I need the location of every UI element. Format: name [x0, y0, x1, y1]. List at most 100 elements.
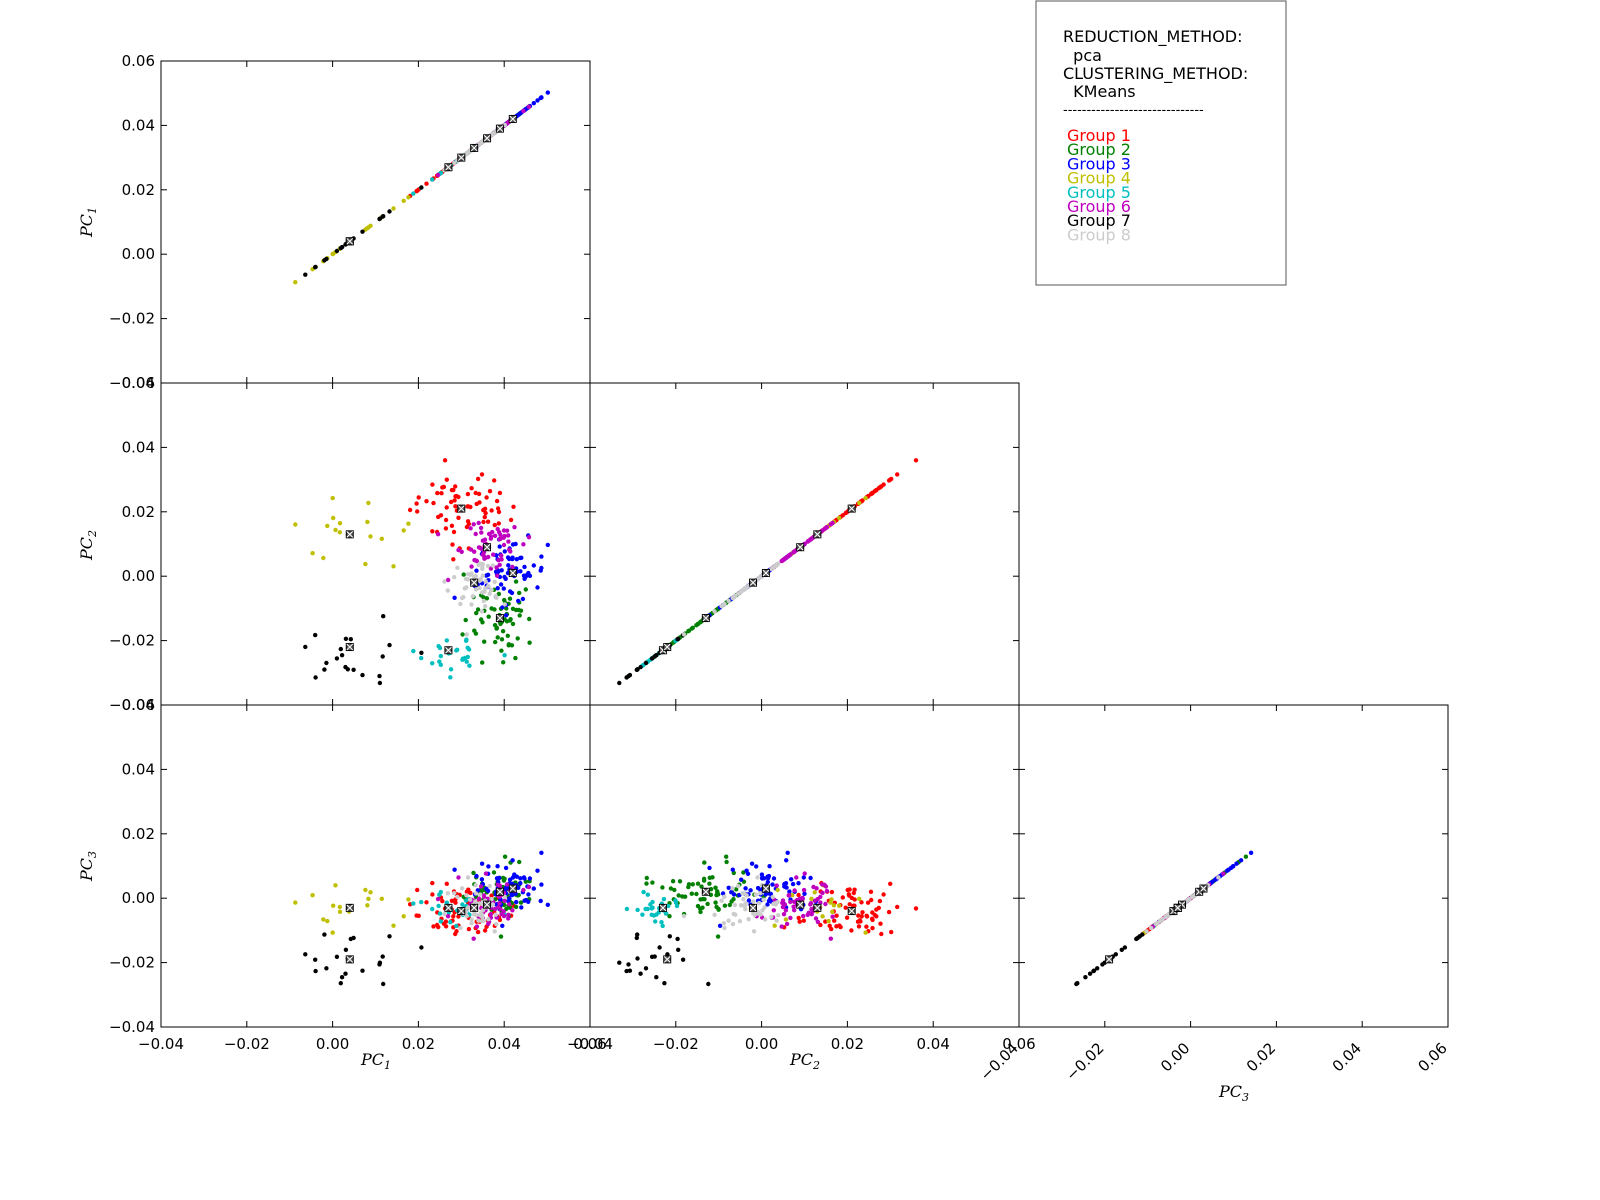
data-point	[1225, 868, 1230, 873]
centroid-cross	[470, 579, 478, 586]
data-point	[864, 914, 870, 919]
data-point	[443, 517, 449, 523]
data-point	[823, 901, 828, 907]
data-point	[485, 888, 491, 894]
data-point	[453, 484, 458, 489]
data-point	[442, 579, 447, 584]
data-point	[448, 667, 454, 672]
data-point	[477, 585, 482, 591]
data-point	[502, 898, 507, 903]
data-point	[881, 892, 886, 897]
data-point	[506, 916, 511, 921]
y-tick-label: 0.04	[122, 760, 155, 778]
data-point	[719, 898, 724, 903]
data-point	[801, 875, 806, 880]
data-point	[830, 909, 835, 914]
data-point	[771, 876, 777, 881]
data-point	[455, 894, 460, 900]
data-point	[784, 885, 789, 890]
data-point	[738, 903, 744, 908]
data-point	[731, 897, 736, 902]
data-point	[469, 486, 474, 491]
data-point	[698, 906, 703, 911]
data-point	[726, 885, 731, 890]
x-tick-label: 0.06	[1002, 1035, 1035, 1053]
data-point	[480, 565, 485, 570]
data-point	[499, 553, 504, 558]
data-point	[518, 900, 524, 905]
data-point	[439, 491, 444, 496]
data-point	[743, 586, 748, 591]
data-point	[721, 921, 727, 926]
data-point	[506, 563, 511, 568]
data-point	[870, 925, 875, 931]
data-point	[686, 884, 691, 890]
data-point	[499, 568, 504, 573]
data-point	[379, 896, 384, 901]
data-point	[1144, 929, 1149, 934]
data-point	[481, 519, 486, 525]
data-point	[411, 191, 416, 196]
data-point	[366, 500, 371, 506]
legend-group-4: Group 4	[1067, 169, 1131, 188]
data-point	[331, 515, 336, 521]
data-point	[321, 917, 326, 922]
data-point	[478, 884, 484, 889]
data-point	[505, 555, 511, 560]
x-tick-label: 0.02	[831, 1035, 864, 1053]
data-point	[464, 913, 469, 919]
data-point	[526, 892, 531, 897]
data-point	[391, 564, 396, 569]
data-point	[538, 95, 543, 101]
data-point	[479, 472, 485, 477]
data-point	[627, 672, 633, 678]
data-point	[431, 500, 436, 506]
data-point	[518, 608, 524, 613]
data-point	[797, 919, 802, 924]
data-point	[313, 264, 318, 270]
data-point	[514, 557, 519, 562]
data-point	[343, 664, 348, 670]
centroid-cross	[814, 904, 821, 912]
data-point	[324, 966, 329, 971]
data-point	[766, 898, 772, 904]
data-point	[483, 579, 488, 584]
data-point	[634, 667, 639, 672]
panel-pc2-vs-pc3: −0.04 −0.02 0.00 0.02 0.04 0.06	[567, 704, 1036, 1053]
data-point	[654, 653, 659, 658]
data-point	[445, 914, 451, 919]
data-point	[877, 898, 883, 904]
data-point	[733, 912, 738, 917]
data-point	[506, 642, 512, 647]
data-point	[702, 860, 707, 865]
data-point	[847, 893, 852, 898]
data-point	[464, 632, 469, 637]
data-point	[464, 659, 469, 664]
data-point	[852, 887, 857, 892]
data-point	[624, 675, 629, 680]
data-point	[338, 646, 343, 652]
data-point	[707, 865, 712, 871]
data-point	[377, 960, 383, 965]
centroid-cross	[483, 543, 491, 551]
data-point	[444, 881, 449, 886]
data-point	[694, 891, 699, 897]
data-point	[489, 897, 494, 902]
data-point	[469, 602, 474, 607]
data-point	[857, 500, 862, 506]
data-point	[545, 902, 550, 907]
data-point	[660, 885, 665, 890]
data-point	[474, 924, 480, 929]
data-point	[351, 667, 356, 672]
data-point	[784, 921, 790, 927]
data-point	[767, 864, 772, 869]
data-point	[464, 524, 470, 530]
data-point	[469, 921, 474, 926]
data-point	[488, 536, 493, 541]
data-point	[430, 906, 435, 912]
data-point	[863, 495, 868, 501]
data-point	[705, 901, 710, 907]
data-point	[518, 569, 523, 574]
data-point	[531, 563, 536, 568]
data-point	[478, 525, 484, 531]
